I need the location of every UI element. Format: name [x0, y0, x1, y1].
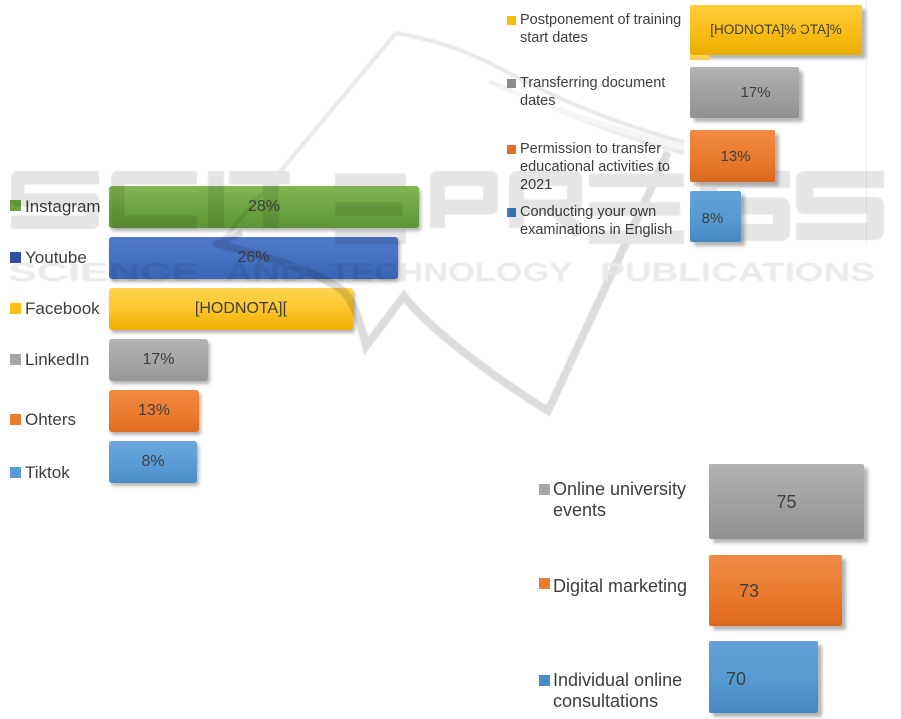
svg-text:PUBLICATIONS: PUBLICATIONS: [600, 257, 875, 287]
